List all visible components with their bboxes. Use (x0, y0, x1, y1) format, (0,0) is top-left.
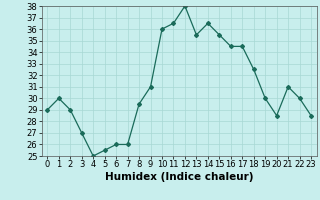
X-axis label: Humidex (Indice chaleur): Humidex (Indice chaleur) (105, 172, 253, 182)
